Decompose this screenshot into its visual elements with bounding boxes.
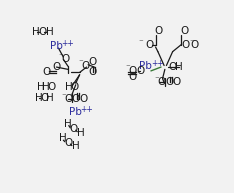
Text: H: H — [35, 93, 42, 103]
Text: O: O — [136, 66, 144, 76]
Text: H: H — [77, 128, 85, 137]
Text: ⁻: ⁻ — [78, 59, 83, 68]
Text: O: O — [64, 94, 72, 104]
Text: O: O — [81, 61, 89, 70]
Text: H: H — [32, 27, 40, 37]
Text: O: O — [173, 77, 181, 87]
Text: O: O — [48, 82, 56, 92]
Text: O: O — [157, 77, 165, 87]
Text: ⁻: ⁻ — [61, 92, 66, 101]
Text: ⁻: ⁻ — [139, 38, 143, 47]
Text: H: H — [37, 82, 45, 92]
Text: O: O — [165, 77, 173, 87]
Text: O: O — [69, 124, 78, 134]
Text: H: H — [65, 82, 73, 92]
Text: ++: ++ — [151, 59, 164, 68]
Text: O: O — [42, 67, 51, 77]
Text: O: O — [72, 94, 80, 104]
Text: ⁻: ⁻ — [125, 63, 130, 72]
Text: O: O — [128, 66, 137, 76]
Text: O: O — [180, 26, 189, 36]
Text: O: O — [80, 94, 88, 104]
Text: H: H — [175, 62, 183, 72]
Text: H: H — [59, 133, 66, 143]
Text: O: O — [52, 62, 61, 72]
Text: H: H — [46, 27, 53, 37]
Text: Pb: Pb — [50, 41, 63, 51]
Text: ++: ++ — [61, 39, 74, 48]
Text: O: O — [169, 62, 177, 72]
Text: O: O — [88, 67, 96, 77]
Text: O: O — [155, 26, 163, 36]
Text: O: O — [70, 82, 79, 92]
Text: O: O — [40, 93, 48, 103]
Text: O: O — [62, 54, 70, 64]
Text: ++: ++ — [80, 105, 93, 114]
Text: O: O — [39, 27, 47, 37]
Text: H: H — [46, 93, 54, 103]
Text: O: O — [88, 57, 96, 67]
Text: O: O — [181, 40, 189, 50]
Text: H: H — [42, 82, 50, 92]
Text: ⁻: ⁻ — [190, 38, 194, 47]
Text: H: H — [72, 141, 80, 151]
Text: O: O — [146, 40, 154, 50]
Text: ⁻: ⁻ — [154, 76, 159, 85]
Text: O: O — [64, 137, 72, 147]
Text: ⁻: ⁻ — [59, 52, 63, 62]
Text: O: O — [190, 40, 199, 50]
Text: Pb: Pb — [69, 107, 82, 117]
Text: H: H — [64, 119, 72, 129]
Text: Pb: Pb — [139, 61, 152, 70]
Text: O: O — [128, 72, 137, 82]
